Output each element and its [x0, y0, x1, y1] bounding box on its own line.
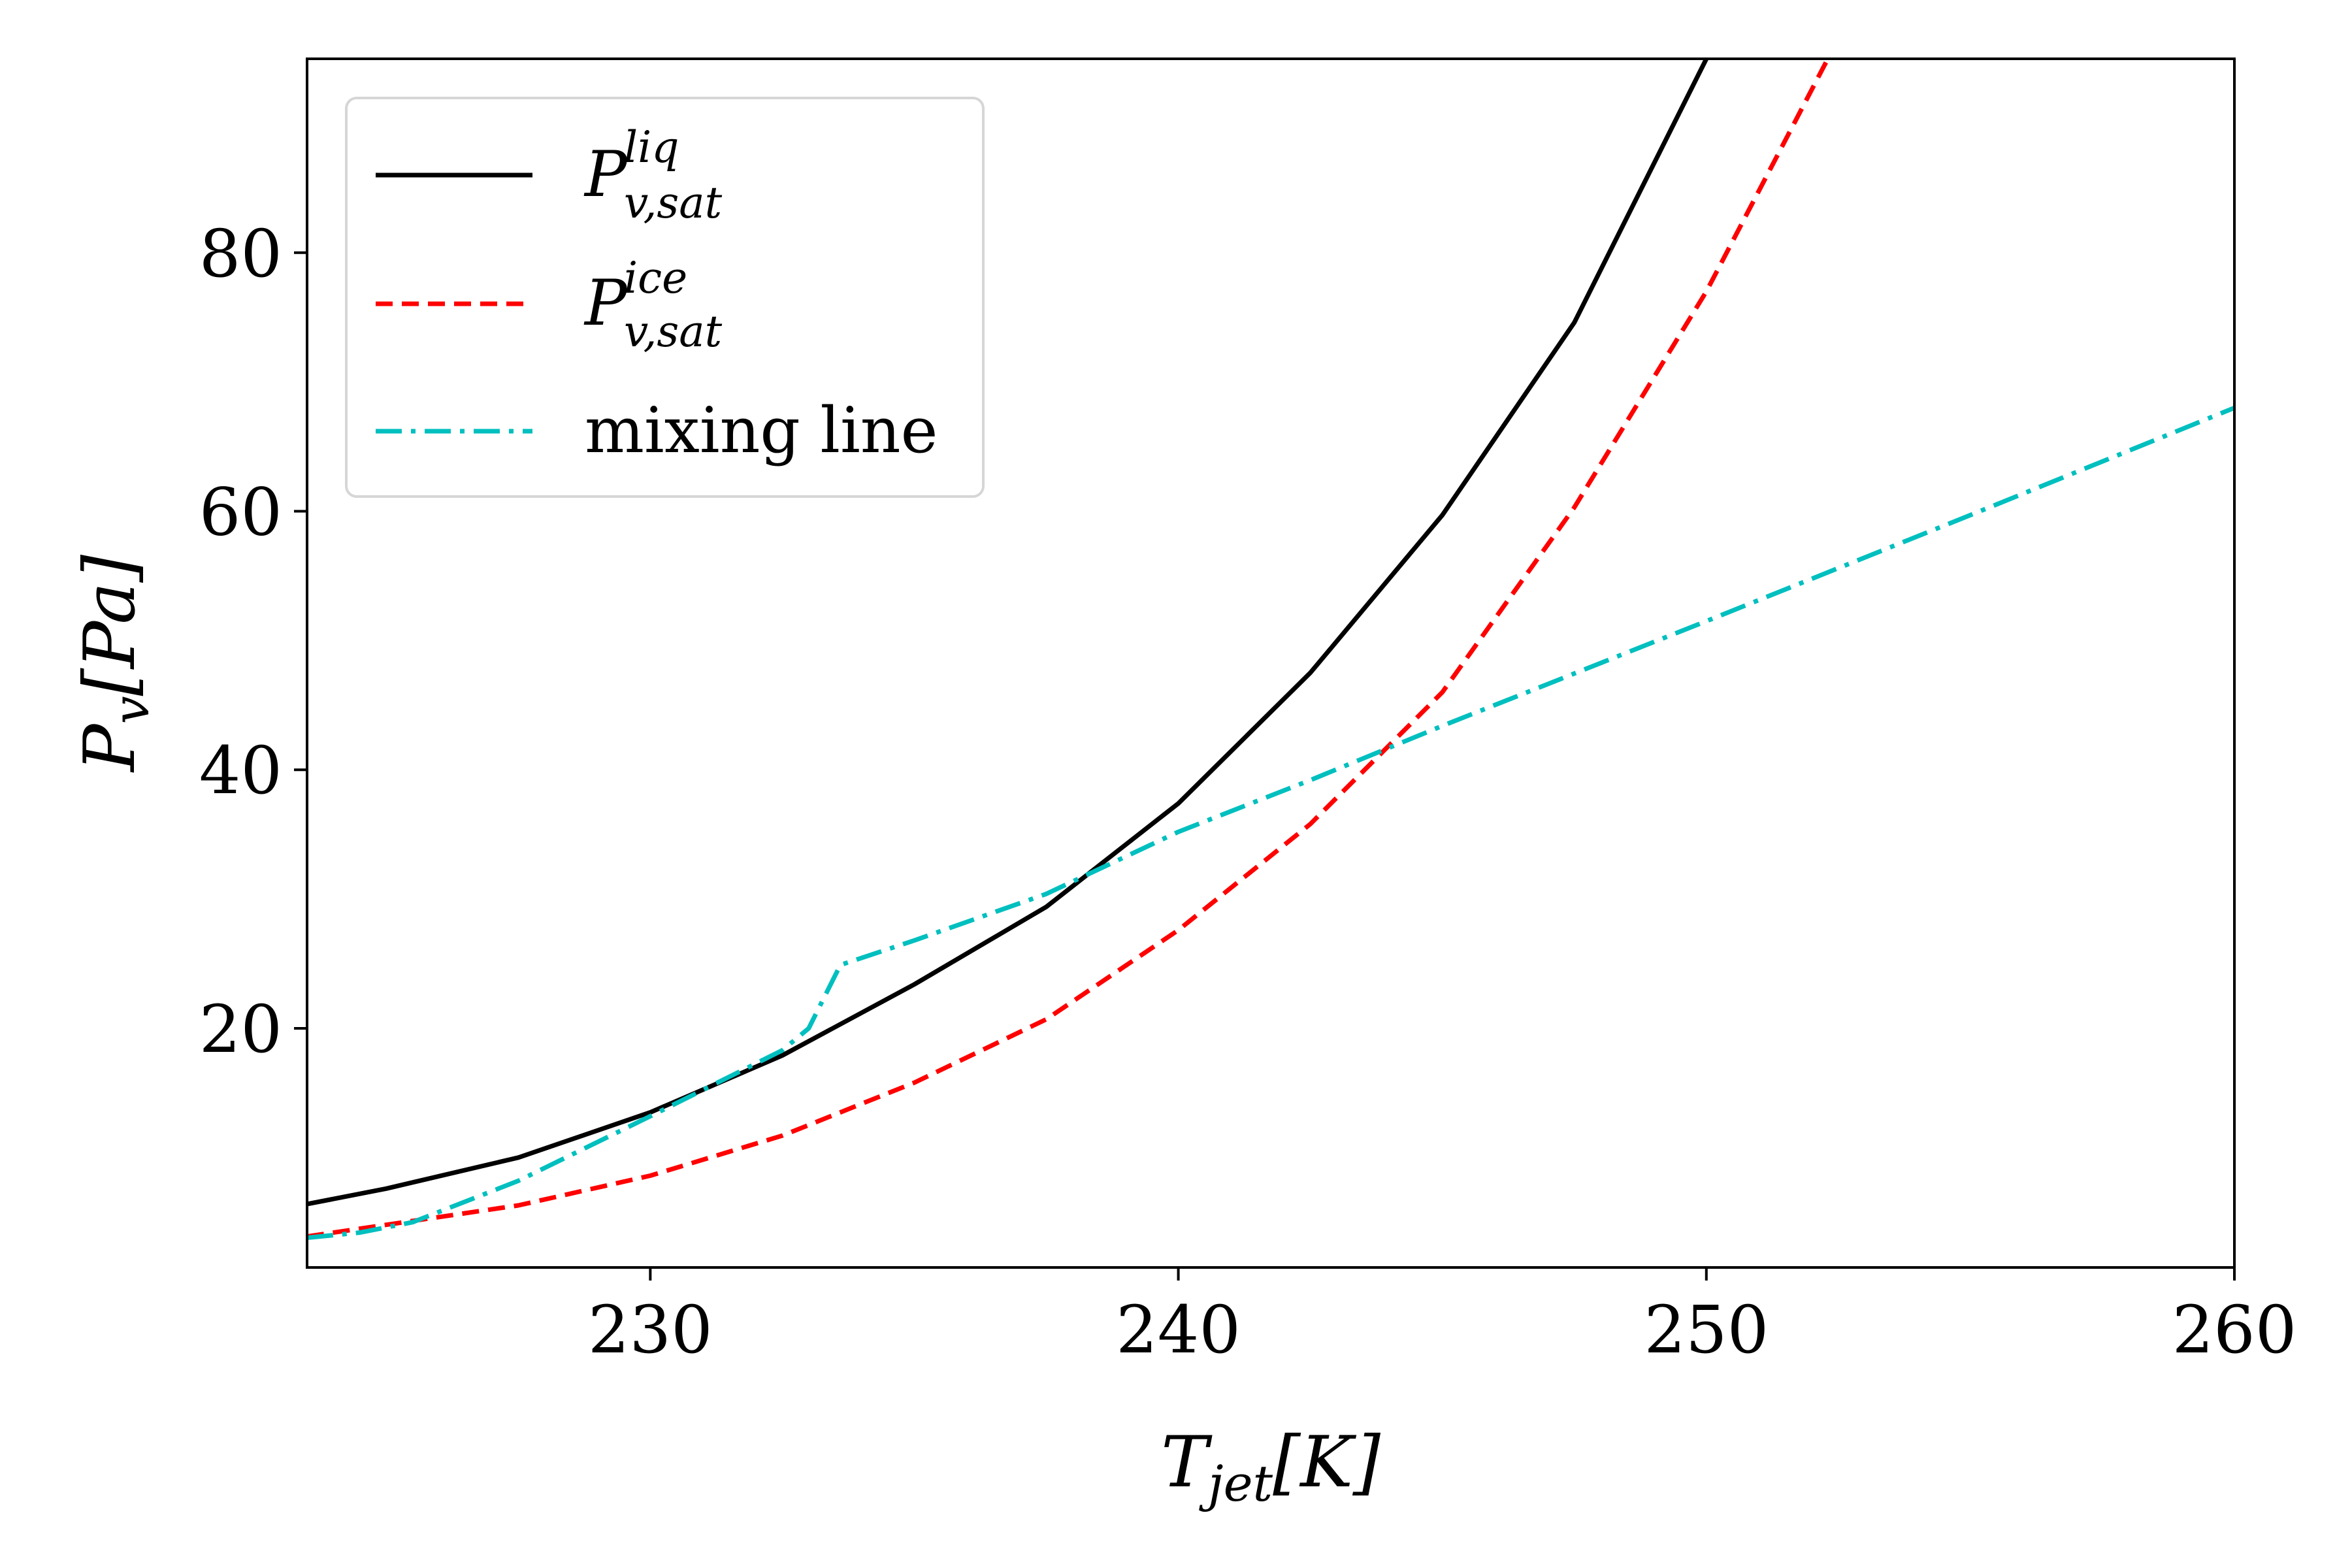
y-tick-label-60: 60 — [199, 474, 282, 551]
y-axis: 20 40 60 80 — [199, 216, 307, 1068]
legend-ice-sup: ice — [624, 253, 687, 303]
series-line-1 — [307, 59, 1830, 1239]
series-2-point-6 — [808, 1028, 809, 1029]
legend-box — [345, 97, 985, 498]
legend-liq-main: P — [583, 138, 628, 211]
x-tick-label-250: 250 — [1644, 1292, 1769, 1368]
x-axis: 230 240 250 260 — [588, 1267, 2297, 1368]
x-axis-label-tail: [K] — [1273, 1422, 1381, 1503]
legend-ice-main: P — [583, 267, 628, 340]
series-2-point-7 — [840, 965, 841, 966]
x-tick-label-240: 240 — [1116, 1292, 1241, 1368]
series-2-point-5 — [782, 1050, 783, 1051]
legend: Pliq v,sat Pice v,sat mixing line — [345, 97, 985, 498]
series-1-point-8 — [1310, 824, 1311, 825]
series-0-point-4 — [782, 1055, 783, 1056]
y-tick-label-20: 20 — [199, 991, 282, 1068]
series-2-point-4 — [650, 1116, 651, 1117]
series-2-point-1 — [359, 1232, 360, 1233]
series-0-point-5 — [914, 984, 915, 985]
y-tick-label-80: 80 — [199, 216, 282, 292]
x-tick-label-260: 260 — [2172, 1292, 2297, 1368]
series-2-point-11 — [1310, 780, 1311, 781]
series-0-point-1 — [386, 1188, 387, 1189]
legend-ice-sub: v,sat — [624, 306, 723, 357]
series-0-point-10 — [1574, 322, 1575, 323]
x-axis-label-sub: jet — [1199, 1454, 1273, 1512]
series-1-point-1 — [386, 1224, 387, 1225]
series-2-point-8 — [914, 940, 915, 941]
plot-area-frame — [306, 57, 2236, 1269]
series-1-point-2 — [518, 1205, 519, 1206]
y-axis-label-tail: [Pa] — [69, 554, 151, 696]
series-0-point-3 — [650, 1112, 651, 1113]
y-tick-label-40: 40 — [199, 732, 282, 809]
y-axis-label-sub: v — [102, 696, 160, 724]
series-1-point-6 — [1046, 1019, 1047, 1020]
series-1-point-10 — [1574, 507, 1575, 508]
series-0-point-7 — [1178, 803, 1179, 804]
series-1-point-4 — [782, 1135, 783, 1136]
series-1-point-3 — [650, 1175, 651, 1176]
series-line-0 — [307, 59, 1708, 1207]
series-0-point-2 — [518, 1157, 519, 1158]
legend-liq-sup: liq — [624, 122, 679, 172]
legend-label-mixing-line: mixing line — [585, 394, 938, 467]
legend-label-liquid-saturation: Pliq v,sat — [583, 122, 723, 228]
series-2-point-12 — [1442, 726, 1443, 727]
series-1-point-9 — [1442, 692, 1443, 693]
series-0-point-8 — [1310, 672, 1311, 673]
series-1-point-11 — [1706, 291, 1707, 292]
x-axis-label-main: T — [1161, 1422, 1213, 1503]
y-axis-label-main: P — [69, 723, 151, 773]
legend-label-ice-saturation: Pice v,sat — [583, 253, 723, 357]
x-tick-label-230: 230 — [588, 1292, 713, 1368]
x-axis-label: Tjet[K] — [1161, 1422, 1381, 1512]
y-axis-label: Pv[Pa] — [69, 554, 160, 773]
series-line-2 — [307, 405, 2234, 1240]
legend-liq-sub: v,sat — [624, 178, 723, 228]
series-layer — [307, 59, 2234, 1240]
